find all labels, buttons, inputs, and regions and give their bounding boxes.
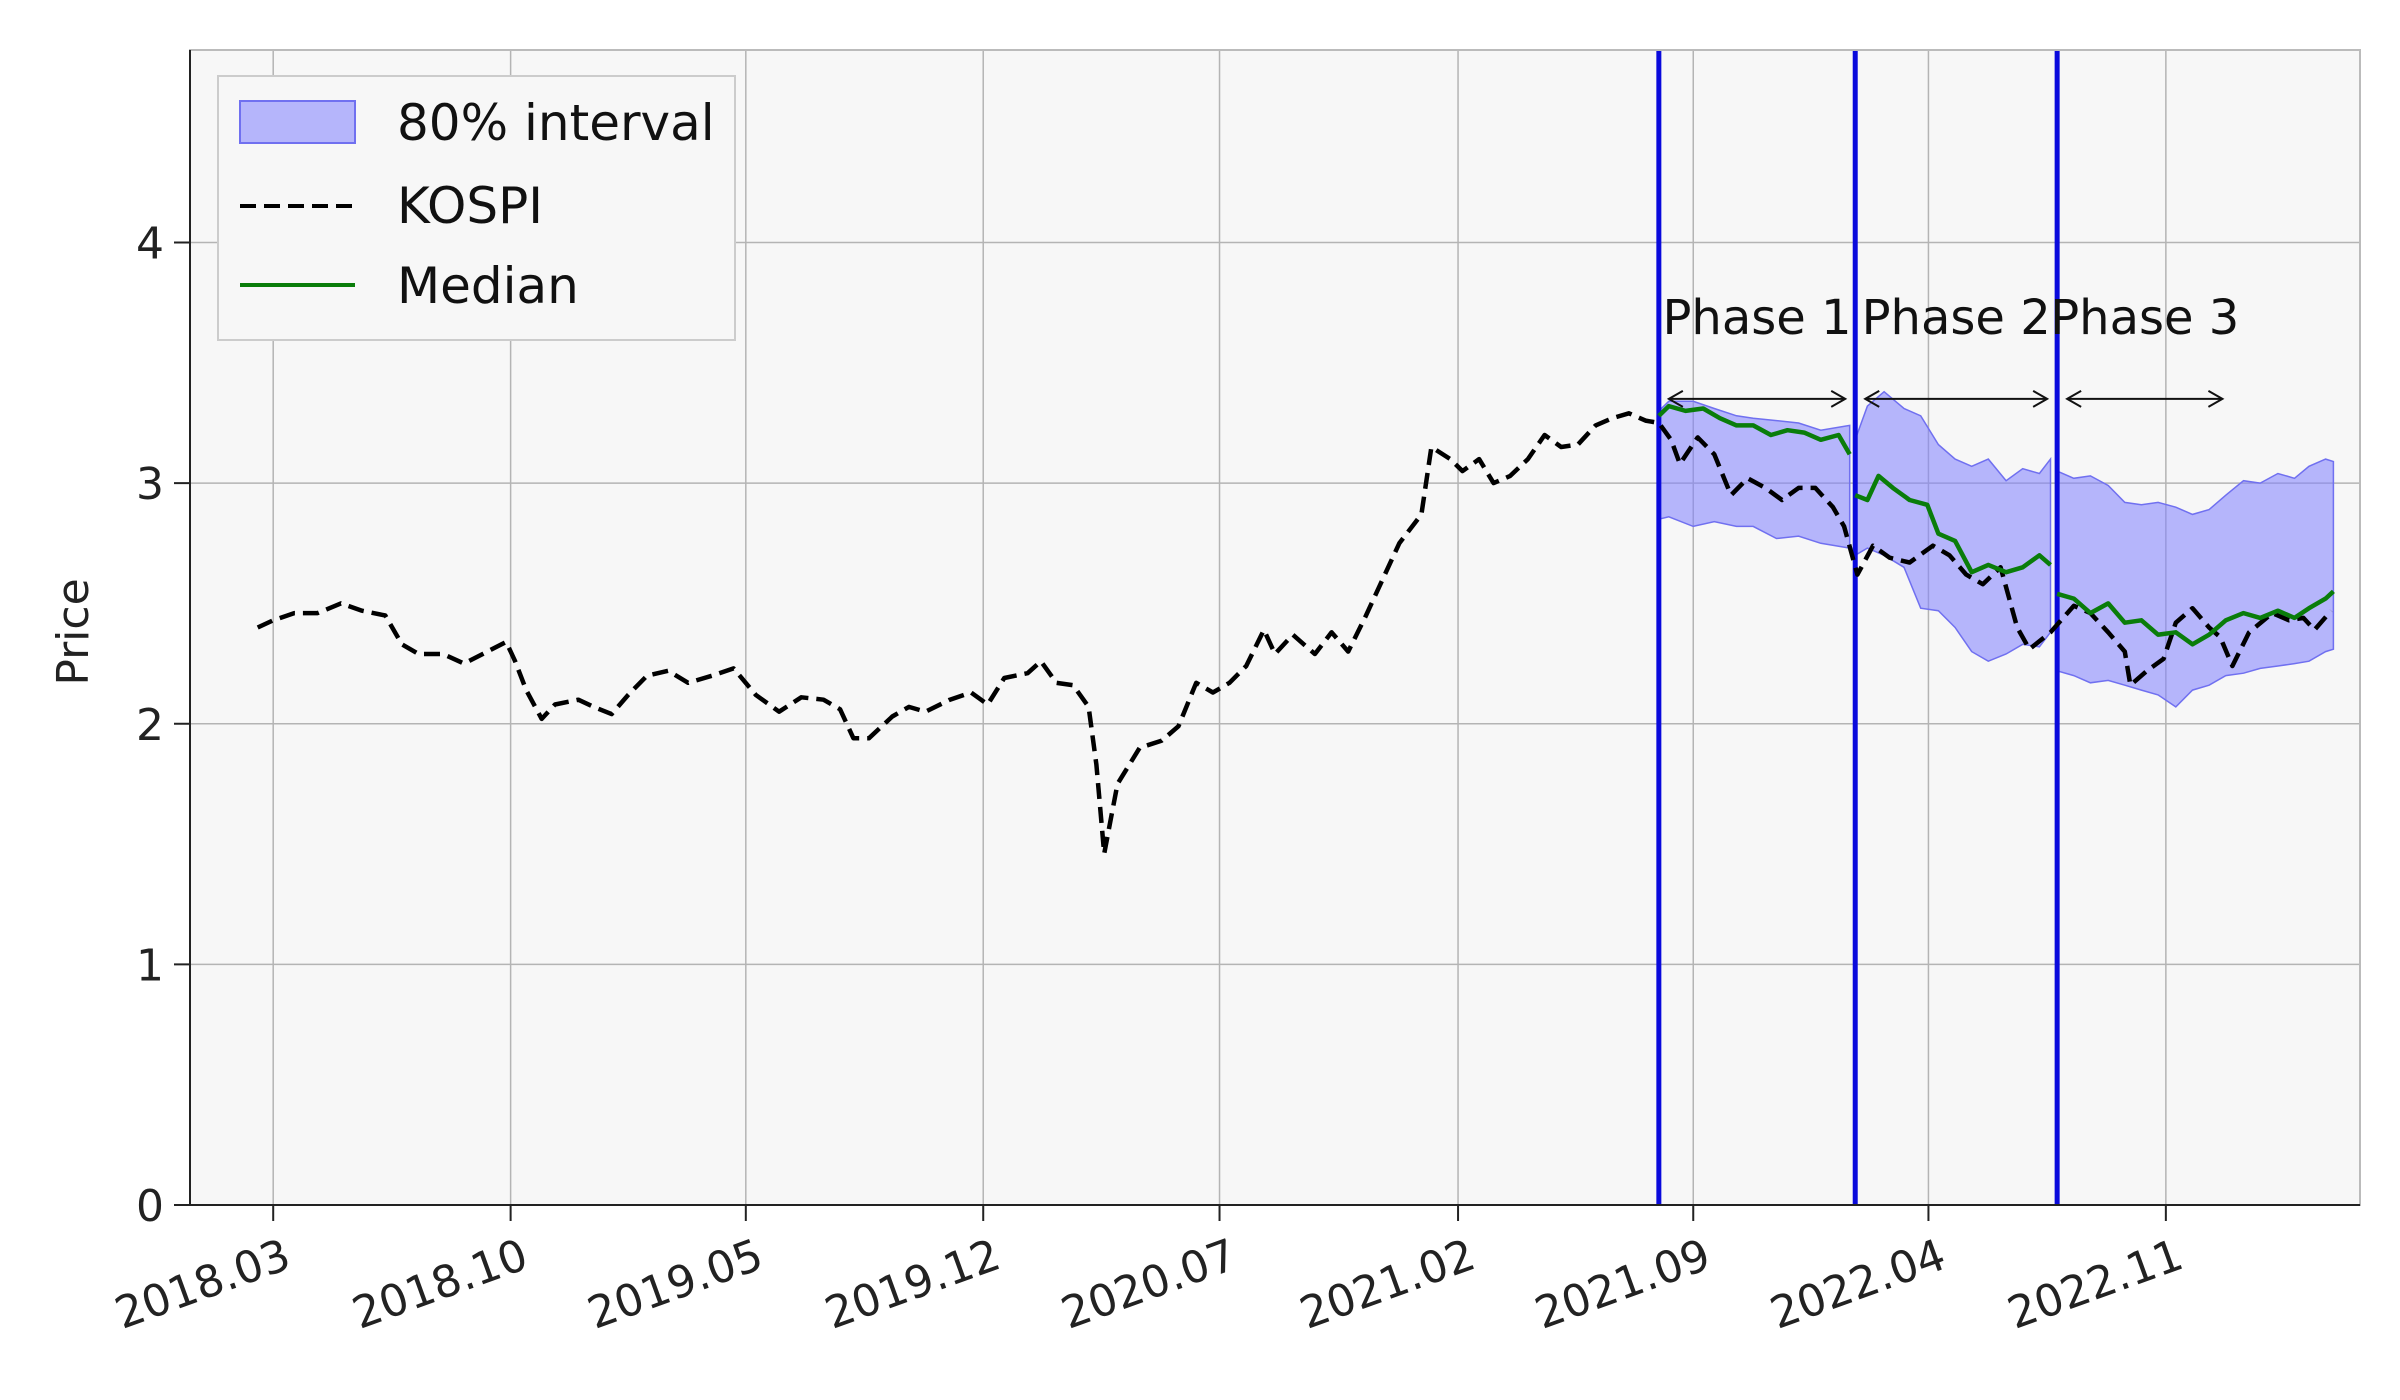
y-tick-label: 3: [136, 459, 164, 510]
x-tick-label: 2022.04: [1764, 1229, 1952, 1339]
y-tick-label: 4: [136, 219, 164, 270]
phase-3-annotation: Phase 3: [2050, 290, 2239, 408]
phase-arrow-head-right: [1830, 390, 1848, 408]
series-lines: [256, 403, 2335, 856]
y-axis: 0 1 2 3 4: [136, 50, 191, 1232]
x-tick-label: 2018.10: [346, 1229, 534, 1339]
legend-kospi-label: KOSPI: [397, 177, 543, 235]
interval-band: [2056, 458, 2335, 708]
phase-arrow-head-left: [1863, 390, 1880, 408]
interval-band-group: [1658, 390, 2335, 708]
phase-arrow-head-left: [2065, 390, 2082, 408]
phase-label: Phase 1: [1662, 290, 1851, 346]
phase-label: Phase 2: [1862, 290, 2051, 346]
y-tick-label: 0: [136, 1181, 164, 1232]
grid-lines: [190, 50, 2360, 1206]
x-tick-label: 2021.02: [1293, 1229, 1481, 1339]
legend-median-label: Median: [397, 257, 579, 315]
phase-arrow-head-right: [2207, 390, 2225, 408]
series-line-median: [2056, 589, 2335, 647]
x-tick-label: 2019.12: [819, 1229, 1007, 1339]
legend-interval-swatch: [239, 100, 356, 144]
y-tick-label: 2: [136, 700, 164, 751]
x-tick-label: 2020.07: [1055, 1229, 1243, 1339]
phase-annotations: Phase 1 Phase 2 Phase 3: [1662, 290, 2239, 408]
y-tick-label: 1: [136, 940, 164, 991]
phase-arrow-head-right: [2032, 390, 2050, 408]
y-axis-label: Price: [48, 578, 99, 685]
phase-2-annotation: Phase 2: [1862, 290, 2051, 408]
phase-label: Phase 3: [2050, 290, 2239, 346]
legend: 80% interval KOSPI Median: [217, 75, 736, 341]
legend-interval-label: 80% interval: [397, 94, 715, 152]
x-axis: 2018.03 2018.10 2019.05 2019.12 2020.07 2021.…: [109, 1204, 2360, 1340]
x-tick-label: 2021.09: [1529, 1229, 1717, 1339]
phase-arrow-head-left: [1666, 390, 1684, 408]
series-line-median: [1854, 473, 2052, 575]
series-line-median: [1657, 403, 1852, 456]
series-line-kospi: [256, 411, 2333, 856]
x-tick-label: 2018.03: [109, 1229, 297, 1339]
x-tick-label: 2022.11: [2001, 1229, 2189, 1339]
phase-1-annotation: Phase 1: [1662, 290, 1852, 408]
x-tick-label: 2019.05: [581, 1229, 769, 1339]
